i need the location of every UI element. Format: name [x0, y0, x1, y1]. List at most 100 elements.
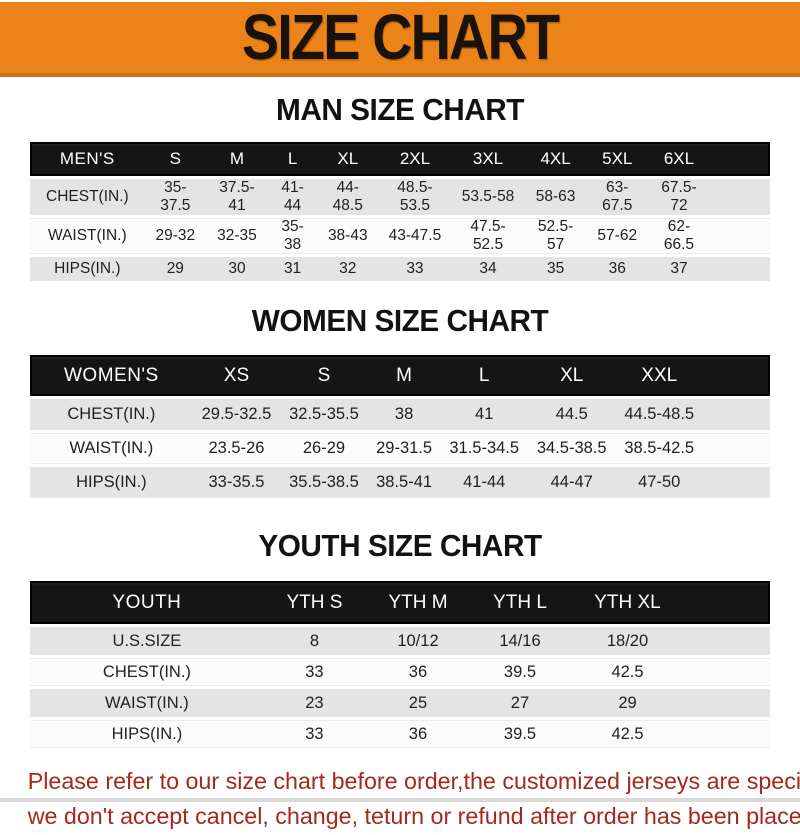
size-value: 39.5	[470, 658, 570, 686]
size-value: 26-29	[280, 433, 368, 464]
size-value: 37	[647, 257, 710, 281]
size-value: 29	[144, 257, 206, 281]
size-value: 41-44	[268, 179, 318, 215]
size-value: 35	[524, 257, 587, 281]
column-header: XS	[223, 364, 250, 386]
youth-size-section: YOUTH SIZE CHART YOUTH YTH S YTH M YTH L YTH …	[0, 528, 800, 751]
size-value: 41	[440, 399, 528, 430]
column-header: 4XL	[540, 149, 571, 168]
size-chart-banner: SIZE CHART	[0, 2, 800, 77]
table-row: HIPS(IN.) 33 36 39.5 42.5	[30, 720, 770, 748]
size-value: 14/16	[470, 627, 570, 655]
table-row: CHEST(IN.) 33 36 39.5 42.5	[30, 658, 770, 686]
size-value: 38.5-42.5	[615, 433, 703, 464]
row-filler	[686, 658, 770, 686]
size-value: 37.5-41	[205, 179, 268, 215]
column-header: M	[229, 149, 245, 168]
row-label: CHEST(IN.)	[30, 658, 264, 686]
size-value: 31	[268, 257, 318, 281]
row-label: WAIST(IN.)	[30, 218, 145, 254]
size-value: 33-35.5	[192, 467, 281, 498]
row-label: CHEST(IN.)	[30, 179, 145, 215]
row-filler	[710, 257, 770, 281]
size-value: 38	[367, 399, 441, 430]
size-value: 39.5	[470, 720, 570, 748]
section-title: YOUTH SIZE CHART	[258, 528, 542, 563]
size-value: 29-32	[144, 218, 206, 254]
row-filler	[703, 433, 770, 464]
bottom-edge-divider	[0, 798, 800, 802]
size-value: 29	[569, 689, 686, 717]
header-filler	[710, 142, 770, 176]
size-value: 33	[263, 658, 366, 686]
size-value: 62-66.5	[647, 218, 710, 254]
table-header-row: WOMEN'S XS S M L XL XXL	[30, 355, 770, 396]
size-value: 38.5-41	[367, 467, 441, 498]
table-header-row: YOUTH YTH S YTH M YTH L YTH XL	[30, 581, 770, 624]
row-filler	[703, 467, 770, 498]
column-header: 3XL	[472, 149, 504, 168]
size-value: 47.5-52.5	[451, 218, 525, 254]
size-value: 32.5-35.5	[280, 399, 368, 430]
row-filler	[710, 218, 770, 254]
women-size-table: WOMEN'S XS S M L XL XXL CHEST(IN.) 29.5-32.5 32.5…	[30, 352, 770, 501]
row-label: CHEST(IN.)	[30, 399, 193, 430]
size-value: 41-44	[440, 467, 528, 498]
row-label: HIPS(IN.)	[30, 257, 145, 281]
size-value: 25	[365, 689, 471, 717]
size-value: 18/20	[569, 627, 686, 655]
table-corner-label: WOMEN'S	[63, 364, 159, 386]
size-value: 35.5-38.5	[280, 467, 368, 498]
size-value: 57-62	[586, 218, 648, 254]
size-value: 33	[378, 257, 452, 281]
size-value: 29-31.5	[367, 433, 441, 464]
size-value: 34	[451, 257, 525, 281]
row-filler	[703, 399, 770, 430]
column-header: YTH L	[493, 591, 547, 613]
column-header: S	[169, 149, 181, 168]
size-value: 67.5-72	[647, 179, 710, 215]
row-filler	[686, 689, 770, 717]
youth-size-table: YOUTH YTH S YTH M YTH L YTH XL U.S.SIZE 8 10/12…	[30, 578, 770, 751]
size-value: 33	[263, 720, 366, 748]
size-value: 31.5-34.5	[440, 433, 528, 464]
size-value: 52.5-57	[524, 218, 587, 254]
size-value: 53.5-58	[451, 179, 525, 215]
table-header-row: MEN'S S M L XL 2XL 3XL 4XL 5XL 6XL	[30, 142, 770, 176]
row-label: WAIST(IN.)	[30, 433, 193, 464]
size-value: 23.5-26	[192, 433, 281, 464]
size-value: 35-38	[268, 218, 318, 254]
row-filler	[710, 179, 770, 215]
column-header: L	[478, 364, 490, 386]
size-value: 32-35	[205, 218, 268, 254]
size-value: 48.5-53.5	[378, 179, 452, 215]
size-value: 58-63	[524, 179, 587, 215]
table-row: U.S.SIZE 8 10/12 14/16 18/20	[30, 627, 770, 655]
table-corner-label: YOUTH	[112, 591, 182, 613]
size-chart-sections: MAN SIZE CHART MEN'S S M L XL 2XL 3XL 4XL 5XL 6XL C…	[0, 92, 800, 751]
column-header: 5XL	[602, 149, 633, 168]
column-header: M	[396, 364, 412, 386]
header-filler	[686, 581, 770, 624]
row-label: U.S.SIZE	[30, 627, 264, 655]
size-value: 30	[205, 257, 268, 281]
table-row: WAIST(IN.) 23.5-26 26-29 29-31.5 31.5-34.5 34…	[30, 433, 770, 464]
banner-title: SIZE CHART	[241, 1, 560, 73]
size-value: 44.5	[527, 399, 616, 430]
section-title: WOMEN SIZE CHART	[251, 303, 549, 338]
size-value: 44-48.5	[317, 179, 379, 215]
men-size-section: MAN SIZE CHART MEN'S S M L XL 2XL 3XL 4XL 5XL 6XL C…	[0, 92, 800, 284]
size-value: 32	[317, 257, 379, 281]
row-label: HIPS(IN.)	[30, 720, 264, 748]
size-value: 36	[365, 720, 471, 748]
size-value: 36	[365, 658, 471, 686]
column-header: S	[317, 364, 331, 386]
size-value: 23	[263, 689, 366, 717]
table-row: HIPS(IN.) 29 30 31 32 33 34 35 36 37	[30, 257, 770, 281]
column-header: 6XL	[663, 149, 695, 168]
header-filler	[703, 355, 770, 396]
size-value: 29.5-32.5	[192, 399, 281, 430]
size-value: 35-37.5	[144, 179, 206, 215]
size-value: 47-50	[615, 467, 703, 498]
men-size-table: MEN'S S M L XL 2XL 3XL 4XL 5XL 6XL CHEST(IN.) 35-37…	[30, 139, 770, 284]
